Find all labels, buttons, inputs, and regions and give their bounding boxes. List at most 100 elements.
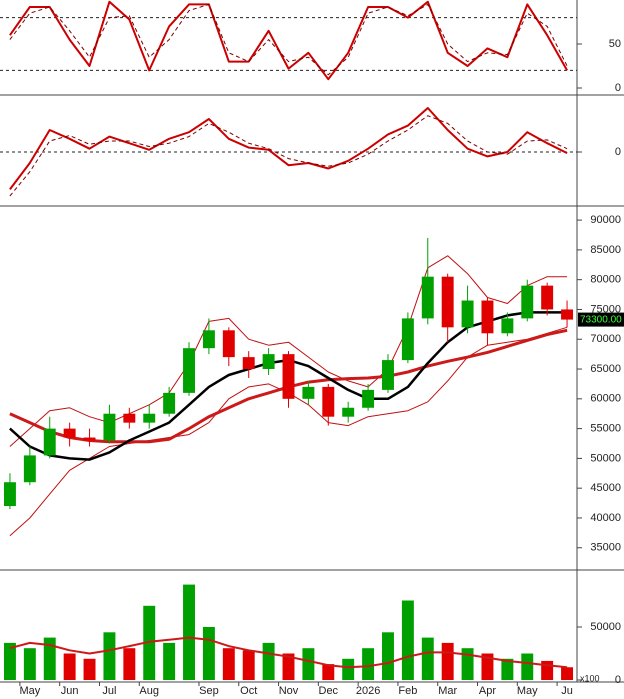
candle-body xyxy=(183,348,195,393)
volume-bar xyxy=(103,632,116,680)
volume-bar xyxy=(242,650,255,680)
candle-body xyxy=(242,357,255,370)
volume-bar xyxy=(63,653,76,680)
x-tick-label: Mar xyxy=(438,685,457,697)
candle-body xyxy=(63,428,76,438)
y-tick-label: 60000 xyxy=(590,393,621,405)
candle-body xyxy=(262,354,275,370)
volume-bar xyxy=(3,642,16,680)
volume-bar xyxy=(262,642,275,680)
volume-bar xyxy=(183,584,195,680)
line-series xyxy=(9,107,568,191)
last-price-box xyxy=(578,312,624,327)
candle-body xyxy=(282,354,295,399)
y-tick-label: 45000 xyxy=(590,482,621,494)
candle-body xyxy=(461,300,474,328)
y-tick-label: 35000 xyxy=(590,542,621,554)
candle-body xyxy=(202,330,215,349)
candle-body xyxy=(342,407,355,417)
candle-body xyxy=(143,413,156,423)
candle-body xyxy=(481,300,494,334)
y-tick-label: 0 xyxy=(615,82,621,94)
candle-body xyxy=(103,413,116,441)
volume-bar xyxy=(382,632,394,680)
y-tick-label: 55000 xyxy=(590,423,621,435)
y-tick-label: 50000 xyxy=(590,621,621,633)
volume-bar xyxy=(441,642,454,680)
volume-bar xyxy=(23,648,36,680)
line-series xyxy=(9,255,568,447)
unit-label: x100 xyxy=(580,673,600,683)
candle-body xyxy=(541,285,554,310)
volume-bar xyxy=(43,637,56,680)
x-tick-label: Ju xyxy=(561,685,573,697)
candle-body xyxy=(23,455,36,483)
volume-bar xyxy=(202,627,215,680)
candle-body xyxy=(382,360,394,390)
x-tick-label: May xyxy=(517,685,538,697)
x-tick-label: Jun xyxy=(61,685,79,697)
volume-bar xyxy=(362,648,375,680)
last-price-label: 73300.00 xyxy=(580,315,622,326)
candle-body xyxy=(521,285,534,319)
y-tick-label: 75000 xyxy=(590,303,621,315)
y-tick-label: 40000 xyxy=(590,512,621,524)
line-series xyxy=(9,3,568,76)
x-tick-label: Aug xyxy=(139,685,159,697)
x-tick-label: Feb xyxy=(398,685,417,697)
y-tick-label: 0 xyxy=(615,674,621,686)
x-tick-label: Oct xyxy=(240,685,257,697)
candle-body xyxy=(83,437,96,441)
volume-bar xyxy=(282,653,295,680)
volume-bar xyxy=(83,658,96,680)
volume-bar xyxy=(421,637,434,680)
x-tick-label: Nov xyxy=(279,685,299,697)
volume-bar xyxy=(322,664,335,680)
x-tick-label: May xyxy=(19,685,40,697)
candle-body xyxy=(401,318,414,361)
volume-bar xyxy=(222,648,235,680)
x-tick-label: Apr xyxy=(479,685,496,697)
volume-bar xyxy=(123,648,136,680)
y-tick-label: 50000 xyxy=(590,452,621,464)
candle-body xyxy=(43,428,56,456)
volume-bar xyxy=(521,653,534,680)
volume-bar xyxy=(163,642,176,680)
volume-bar xyxy=(461,648,474,680)
volume-bar xyxy=(481,653,494,680)
x-tick-label: 2026 xyxy=(356,685,380,697)
y-tick-label: 50 xyxy=(609,38,621,50)
y-tick-label: 85000 xyxy=(590,244,621,256)
line-series xyxy=(9,636,568,669)
line-series xyxy=(9,115,568,197)
x-tick-label: Sep xyxy=(199,685,219,697)
x-tick-label: Dec xyxy=(319,685,339,697)
candle-body xyxy=(561,309,574,320)
volume-bar xyxy=(501,658,514,680)
y-tick-label: 80000 xyxy=(590,274,621,286)
y-tick-label: 90000 xyxy=(590,214,621,226)
candle-body xyxy=(322,386,335,417)
candle-body xyxy=(441,276,454,328)
candle-body xyxy=(3,482,16,507)
candle-body xyxy=(302,386,315,399)
candle-body xyxy=(362,389,375,408)
volume-bar xyxy=(541,660,554,680)
volume-bar xyxy=(401,600,414,680)
line-series xyxy=(9,0,568,81)
candle-body xyxy=(163,392,176,414)
volume-bar xyxy=(302,648,315,680)
volume-bar xyxy=(342,658,355,680)
volume-bar xyxy=(561,667,574,680)
candle-body xyxy=(222,330,235,358)
y-tick-label: 70000 xyxy=(590,333,621,345)
y-tick-label: 0 xyxy=(615,146,621,158)
y-tick-label: 65000 xyxy=(590,363,621,375)
x-tick-label: Jul xyxy=(102,685,116,697)
candle-body xyxy=(501,318,514,334)
volume-bar xyxy=(143,605,156,680)
candle-body xyxy=(421,276,434,319)
candle-body xyxy=(123,413,136,423)
